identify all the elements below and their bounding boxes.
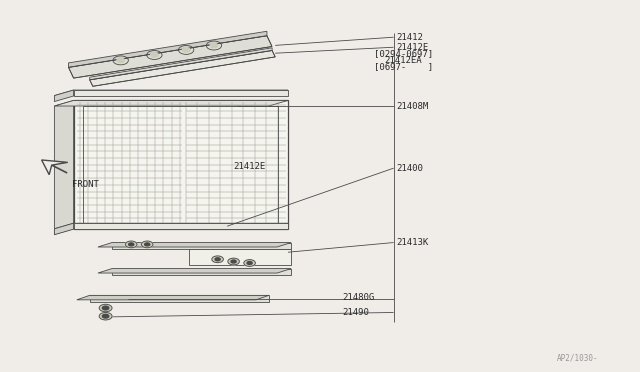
Text: 21412E: 21412E: [397, 43, 429, 52]
Polygon shape: [77, 295, 269, 300]
Polygon shape: [54, 223, 288, 229]
Circle shape: [212, 256, 223, 263]
Text: 21412E: 21412E: [234, 162, 266, 171]
Polygon shape: [112, 269, 291, 275]
Circle shape: [247, 262, 252, 264]
Polygon shape: [54, 100, 74, 234]
Circle shape: [228, 258, 239, 265]
Text: 21413K: 21413K: [397, 238, 429, 247]
Circle shape: [117, 58, 125, 62]
Text: FRONT: FRONT: [72, 180, 99, 189]
Polygon shape: [54, 223, 74, 235]
Circle shape: [99, 304, 112, 312]
Polygon shape: [112, 243, 291, 249]
Text: 21400: 21400: [397, 164, 424, 173]
Polygon shape: [98, 243, 291, 247]
Text: 21412EA: 21412EA: [384, 56, 422, 65]
Polygon shape: [90, 295, 269, 302]
Polygon shape: [68, 36, 272, 78]
Circle shape: [141, 241, 153, 248]
Text: 21480G: 21480G: [342, 293, 374, 302]
Circle shape: [102, 314, 109, 318]
Polygon shape: [54, 90, 288, 96]
Circle shape: [215, 258, 220, 261]
Text: [0294-0697]: [0294-0697]: [374, 49, 433, 58]
Circle shape: [150, 53, 158, 57]
Polygon shape: [42, 160, 68, 175]
Circle shape: [99, 312, 112, 320]
Circle shape: [244, 260, 255, 266]
Polygon shape: [189, 249, 291, 265]
Circle shape: [102, 306, 109, 310]
Polygon shape: [74, 100, 288, 229]
Text: [0697-    ]: [0697- ]: [374, 62, 433, 71]
Text: AP2/1030-: AP2/1030-: [557, 354, 598, 363]
Text: 21490: 21490: [342, 308, 369, 317]
Circle shape: [125, 241, 137, 248]
Polygon shape: [68, 31, 267, 67]
Polygon shape: [74, 90, 288, 96]
Text: 21412: 21412: [397, 33, 424, 42]
Circle shape: [231, 260, 236, 263]
Polygon shape: [90, 48, 272, 80]
Circle shape: [210, 43, 218, 48]
Text: 21408M: 21408M: [397, 102, 429, 110]
Polygon shape: [74, 223, 288, 229]
Circle shape: [182, 48, 190, 52]
Polygon shape: [54, 100, 288, 106]
Polygon shape: [98, 269, 291, 273]
Circle shape: [145, 243, 150, 246]
Polygon shape: [90, 51, 275, 86]
Polygon shape: [54, 90, 74, 102]
Circle shape: [129, 243, 134, 246]
